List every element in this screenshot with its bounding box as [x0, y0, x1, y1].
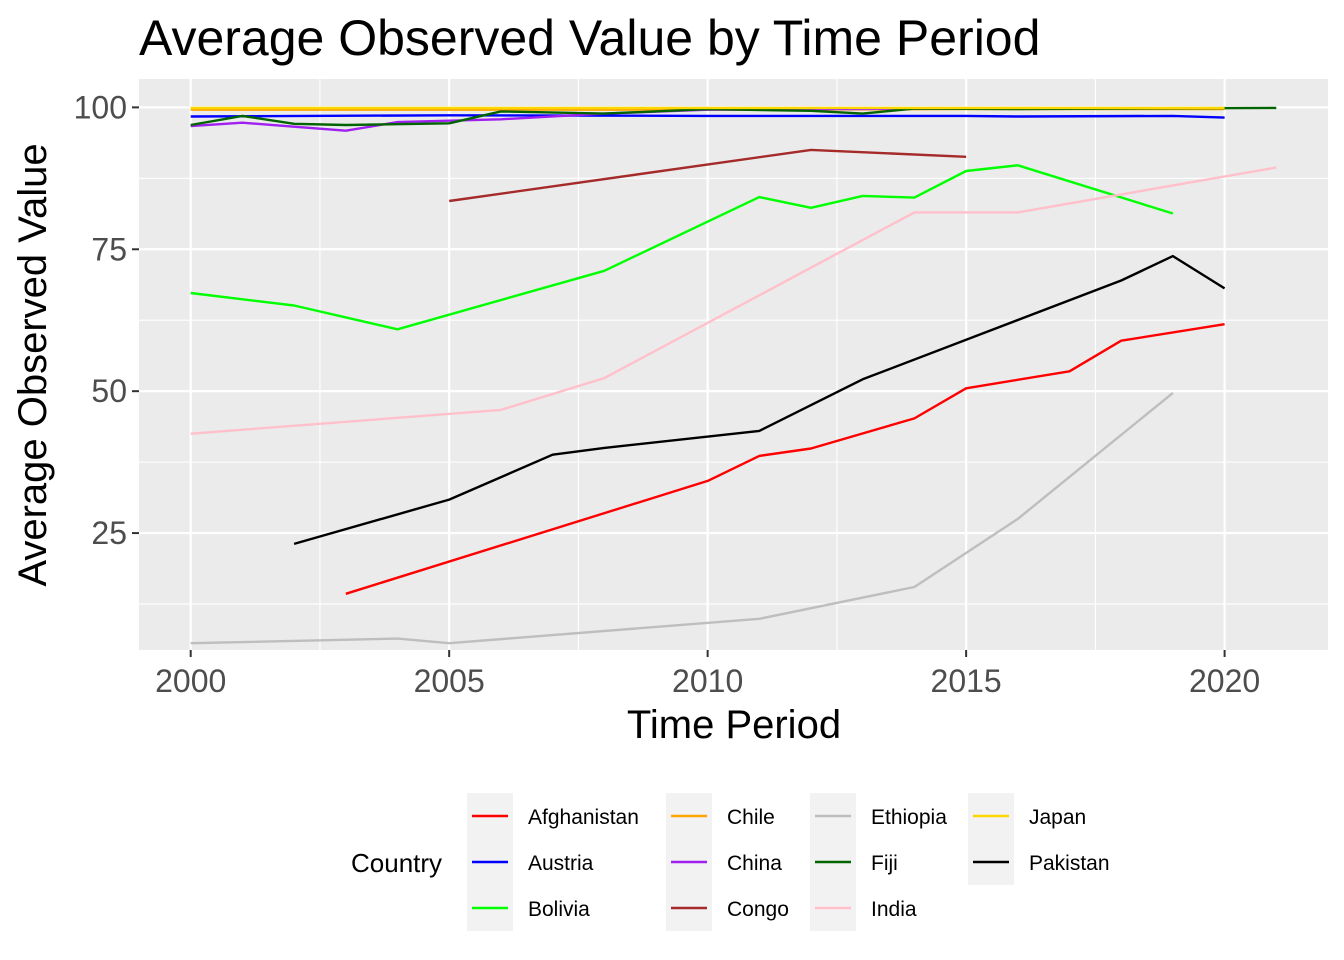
legend-label: China [727, 852, 782, 875]
legend-label: Austria [528, 852, 594, 875]
minor-gridlines [139, 79, 1328, 650]
legend-item-austria: Austria [467, 839, 594, 885]
legend-label: Ethiopia [871, 806, 947, 829]
legend-item-pakistan: Pakistan [968, 839, 1110, 885]
x-axis-title: Time Period [627, 703, 841, 747]
legend-label: Bolivia [528, 898, 590, 921]
y-tick-label: 25 [91, 515, 127, 551]
series-line-pakistan [293, 254, 1226, 546]
legend-label: Japan [1029, 806, 1086, 829]
series-line-congo [449, 148, 967, 203]
legend-label: India [871, 898, 917, 921]
x-axis: 2000 2005 2010 2015 2020 [155, 650, 1260, 699]
legend-item-india: India [810, 885, 917, 931]
series-line-india [190, 166, 1277, 435]
legend-label: Afghanistan [528, 806, 639, 829]
legend-item-bolivia: Bolivia [467, 885, 590, 931]
legend-label: Chile [727, 806, 775, 829]
y-tick-label: 50 [91, 373, 127, 409]
y-tick-label: 100 [74, 89, 127, 125]
legend-label: Fiji [871, 852, 898, 875]
legend: Afghanistan Austria Bolivia Chile China Congo… [467, 793, 1110, 931]
legend-title: Country [351, 848, 442, 878]
series-lines [190, 106, 1277, 645]
legend-label: Congo [727, 898, 789, 921]
series-line-austria [190, 114, 1225, 119]
legend-item-congo: Congo [666, 885, 789, 931]
legend-label: Pakistan [1029, 852, 1110, 875]
legend-item-china: China [666, 839, 782, 885]
legend-item-afghanistan: Afghanistan [467, 793, 639, 839]
chart-title: Average Observed Value by Time Period [139, 10, 1040, 66]
x-tick-label: 2000 [155, 663, 226, 699]
y-axis: 25 50 75 100 [74, 89, 139, 551]
y-tick-label: 75 [91, 231, 127, 267]
plot-panel [139, 79, 1328, 650]
legend-item-japan: Japan [968, 793, 1086, 839]
legend-item-fiji: Fiji [810, 839, 898, 885]
x-tick-label: 2010 [672, 663, 743, 699]
y-axis-title: Average Observed Value [11, 143, 55, 586]
legend-item-ethiopia: Ethiopia [810, 793, 947, 839]
series-line-afghanistan [345, 323, 1225, 595]
x-tick-label: 2020 [1189, 663, 1260, 699]
series-line-bolivia [190, 164, 1174, 331]
x-tick-label: 2015 [931, 663, 1002, 699]
legend-item-chile: Chile [666, 793, 775, 839]
x-tick-label: 2005 [414, 663, 485, 699]
series-line-ethiopia [190, 391, 1174, 645]
